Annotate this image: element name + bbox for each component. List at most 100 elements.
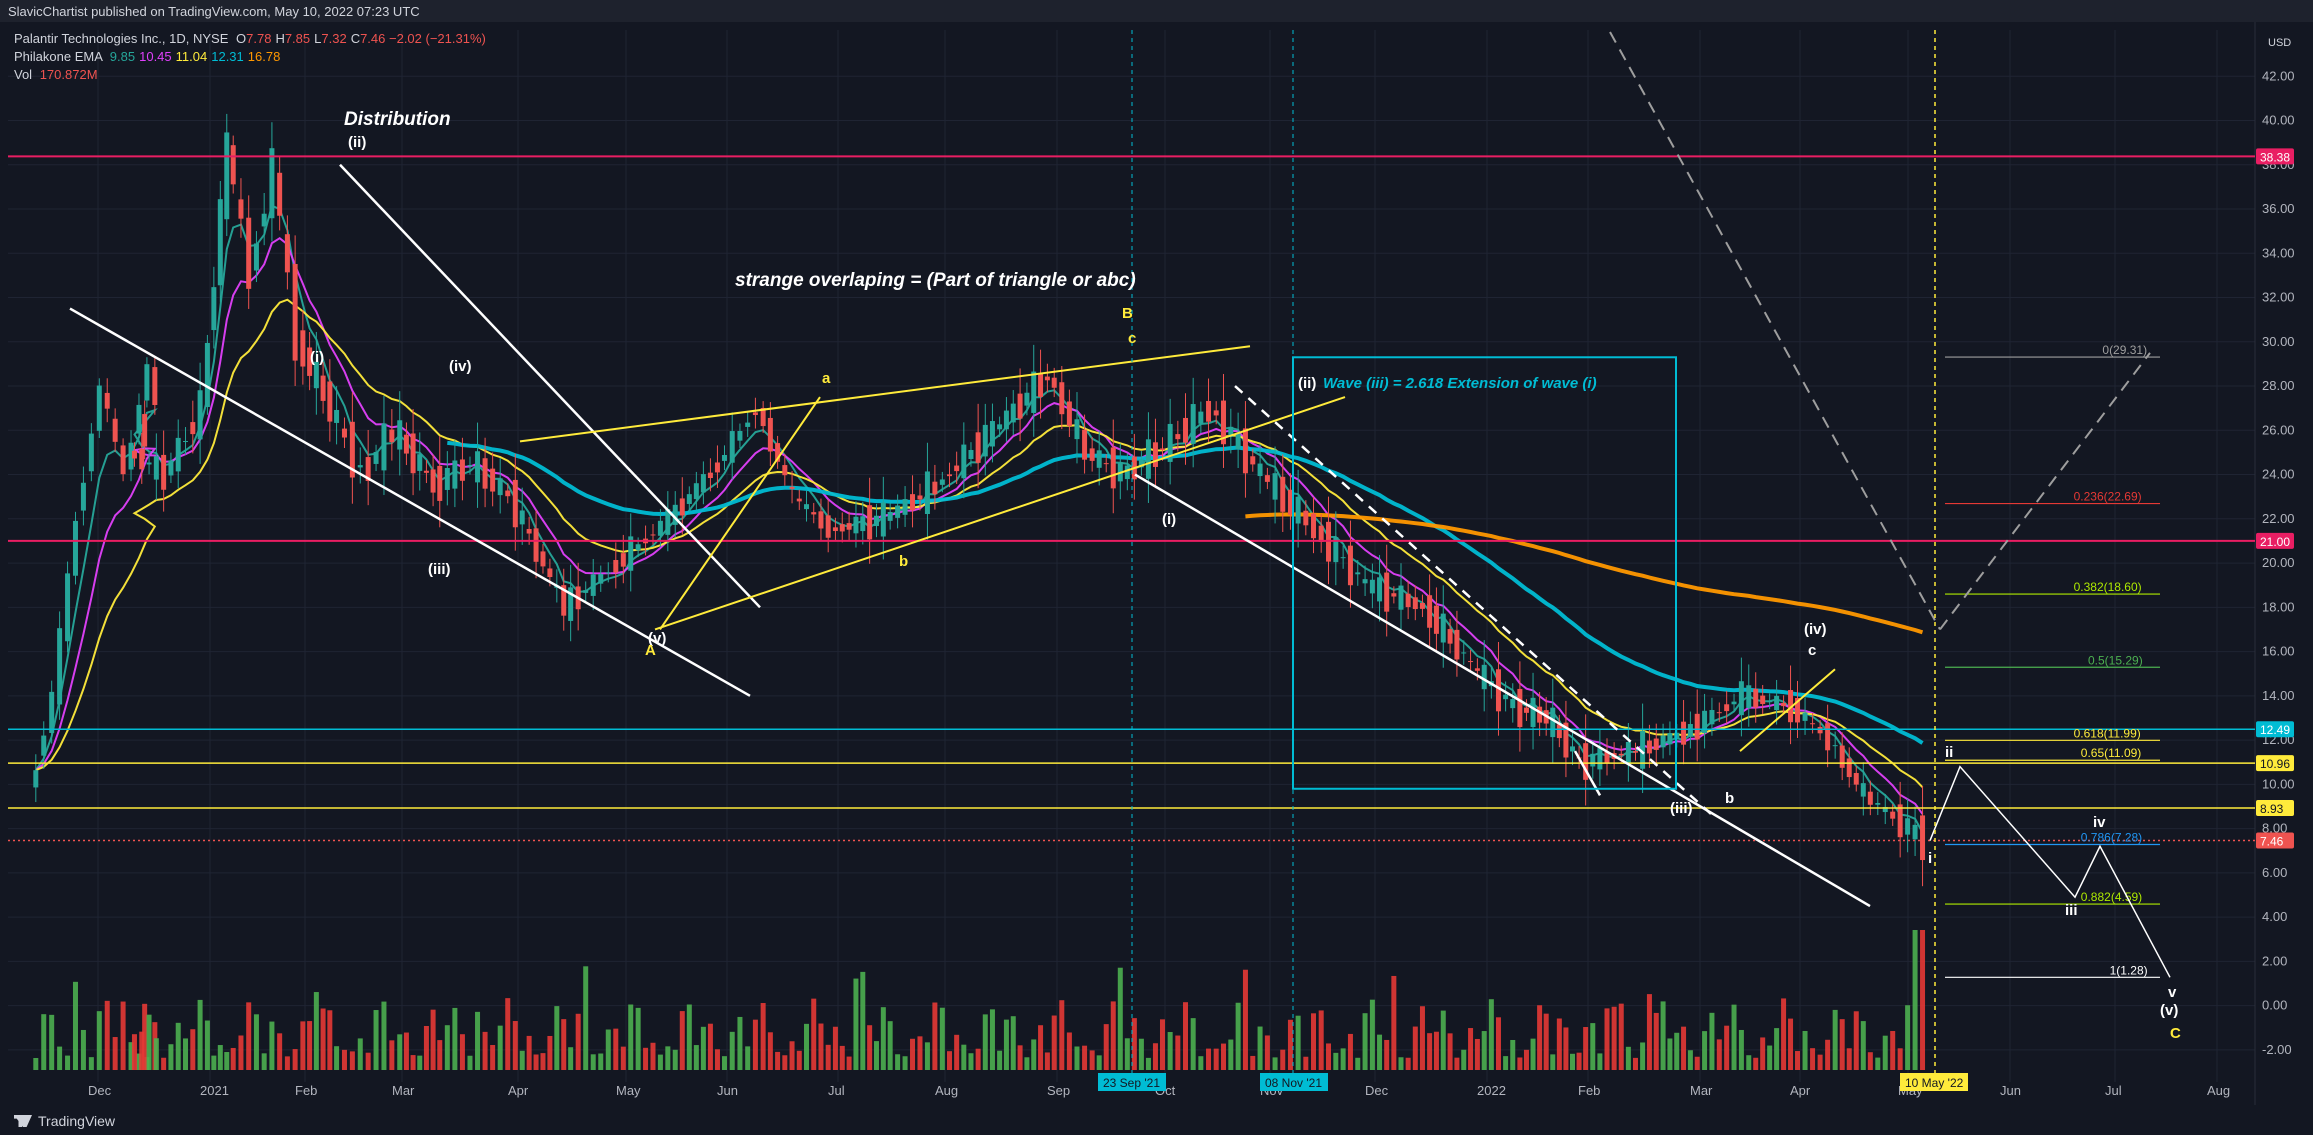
candle-body-238[interactable]: [1724, 704, 1730, 712]
candle-body-178[interactable]: [1303, 510, 1309, 526]
candle-body-162[interactable]: [1183, 417, 1189, 443]
candle-body-60[interactable]: [444, 467, 450, 490]
candle-body-16[interactable]: [142, 414, 148, 447]
candle-body-93[interactable]: [686, 494, 692, 504]
candle-body-213[interactable]: [1550, 707, 1556, 738]
candle-body-17[interactable]: [131, 450, 137, 459]
candle-body-215[interactable]: [1563, 722, 1569, 758]
candle-body-43[interactable]: [320, 375, 326, 401]
candle-body-5[interactable]: [72, 520, 78, 576]
candle-body-211[interactable]: [1537, 706, 1543, 723]
candle-body-30[interactable]: [224, 132, 230, 220]
candle-body-129[interactable]: [946, 474, 952, 477]
candle-body-132[interactable]: [968, 450, 974, 459]
candle-body-83[interactable]: [613, 560, 619, 573]
candle-body-164[interactable]: [1198, 411, 1204, 424]
candle-body-61[interactable]: [452, 460, 458, 489]
candle-body-193[interactable]: [1412, 597, 1418, 610]
candle-body-220[interactable]: [1597, 748, 1603, 770]
candle-body-34[interactable]: [253, 243, 259, 271]
candle-body-103[interactable]: [760, 407, 766, 427]
candle-body-149[interactable]: [1089, 448, 1095, 461]
candle-body-32[interactable]: [238, 199, 244, 219]
candle-body-127[interactable]: [932, 481, 938, 495]
candle-body-119[interactable]: [873, 515, 879, 527]
candle-body-203[interactable]: [1481, 664, 1487, 690]
candle-body-219[interactable]: [1590, 753, 1596, 767]
candle-body-57[interactable]: [423, 470, 429, 473]
candle-body-229[interactable]: [1660, 735, 1666, 748]
candle-body-237[interactable]: [1716, 712, 1722, 714]
candle-body-250[interactable]: [1810, 723, 1816, 725]
candle-body-232[interactable]: [1681, 721, 1687, 745]
candle-body-66[interactable]: [490, 468, 496, 492]
candle-body-89[interactable]: [657, 520, 663, 536]
candle-body-198[interactable]: [1447, 629, 1453, 644]
candle-body-134[interactable]: [982, 424, 988, 457]
candle-body-50[interactable]: [373, 451, 379, 464]
candle-body-29[interactable]: [217, 199, 223, 286]
candle-body-22[interactable]: [168, 460, 174, 476]
candle-body-47[interactable]: [349, 421, 355, 478]
candle-body-19[interactable]: [146, 462, 152, 465]
candle-body-4[interactable]: [65, 573, 71, 642]
candle-body-38[interactable]: [284, 234, 290, 273]
candle-body-23[interactable]: [175, 437, 181, 472]
candle-body-242[interactable]: [1753, 688, 1759, 708]
candle-body-167[interactable]: [1221, 400, 1227, 445]
candle-body-187[interactable]: [1369, 579, 1375, 594]
candle-body-157[interactable]: [1145, 439, 1151, 479]
candle-body-144[interactable]: [1051, 377, 1057, 388]
candle-body-25[interactable]: [190, 422, 196, 435]
candle-body-53[interactable]: [397, 420, 403, 450]
candle-body-249[interactable]: [1802, 712, 1808, 721]
candle-body-44[interactable]: [327, 381, 333, 422]
candle-body-190[interactable]: [1391, 593, 1397, 597]
candle-body-208[interactable]: [1517, 688, 1523, 728]
candle-body-62[interactable]: [459, 459, 465, 481]
candle-body-40[interactable]: [300, 330, 306, 367]
candle-body-14[interactable]: [144, 364, 150, 401]
candle-body-18[interactable]: [139, 448, 145, 470]
candle-body-148[interactable]: [1082, 429, 1088, 460]
candle-body-68[interactable]: [505, 490, 511, 497]
candle-body-20[interactable]: [153, 456, 159, 480]
candle-body-71[interactable]: [526, 528, 532, 534]
candle-body-76[interactable]: [561, 585, 567, 616]
candle-body-179[interactable]: [1311, 513, 1317, 539]
candle-body-31[interactable]: [230, 145, 236, 185]
candle-body-79[interactable]: [583, 590, 589, 593]
candle-body-156[interactable]: [1138, 459, 1144, 468]
candle-body-192[interactable]: [1405, 593, 1411, 608]
candle-body-234[interactable]: [1694, 713, 1700, 740]
candle-body-236[interactable]: [1709, 710, 1715, 725]
candle-body-161[interactable]: [1175, 434, 1181, 440]
candle-body-246[interactable]: [1781, 702, 1787, 707]
candle-body-137[interactable]: [1003, 410, 1009, 430]
candle-body-64[interactable]: [475, 451, 481, 483]
candle-body-90[interactable]: [665, 509, 671, 535]
candle-body-216[interactable]: [1569, 746, 1575, 752]
candle-body-86[interactable]: [635, 544, 641, 551]
candle-body-27[interactable]: [204, 342, 210, 407]
candle-body-152[interactable]: [1110, 447, 1116, 489]
candle-body-227[interactable]: [1646, 740, 1652, 754]
candle-body-197[interactable]: [1440, 613, 1446, 643]
candle-body-42[interactable]: [313, 361, 319, 389]
candle-body-225[interactable]: [1632, 751, 1638, 753]
candle-body-218[interactable]: [1583, 743, 1589, 780]
candle-body-173[interactable]: [1264, 475, 1270, 482]
candle-body-52[interactable]: [389, 429, 395, 443]
candle-body-69[interactable]: [512, 479, 518, 528]
candle-body-145[interactable]: [1059, 382, 1065, 415]
candle-body-6[interactable]: [80, 482, 86, 511]
candle-body-245[interactable]: [1774, 695, 1780, 711]
candle-body-54[interactable]: [403, 434, 409, 454]
candle-body-63[interactable]: [467, 464, 473, 467]
candle-body-262[interactable]: [1897, 804, 1903, 838]
candle-body-128[interactable]: [939, 479, 945, 485]
candle-body-96[interactable]: [707, 472, 713, 479]
candle-body-11[interactable]: [120, 445, 126, 475]
candle-body-170[interactable]: [1242, 428, 1248, 474]
candle-body-116[interactable]: [853, 516, 859, 534]
